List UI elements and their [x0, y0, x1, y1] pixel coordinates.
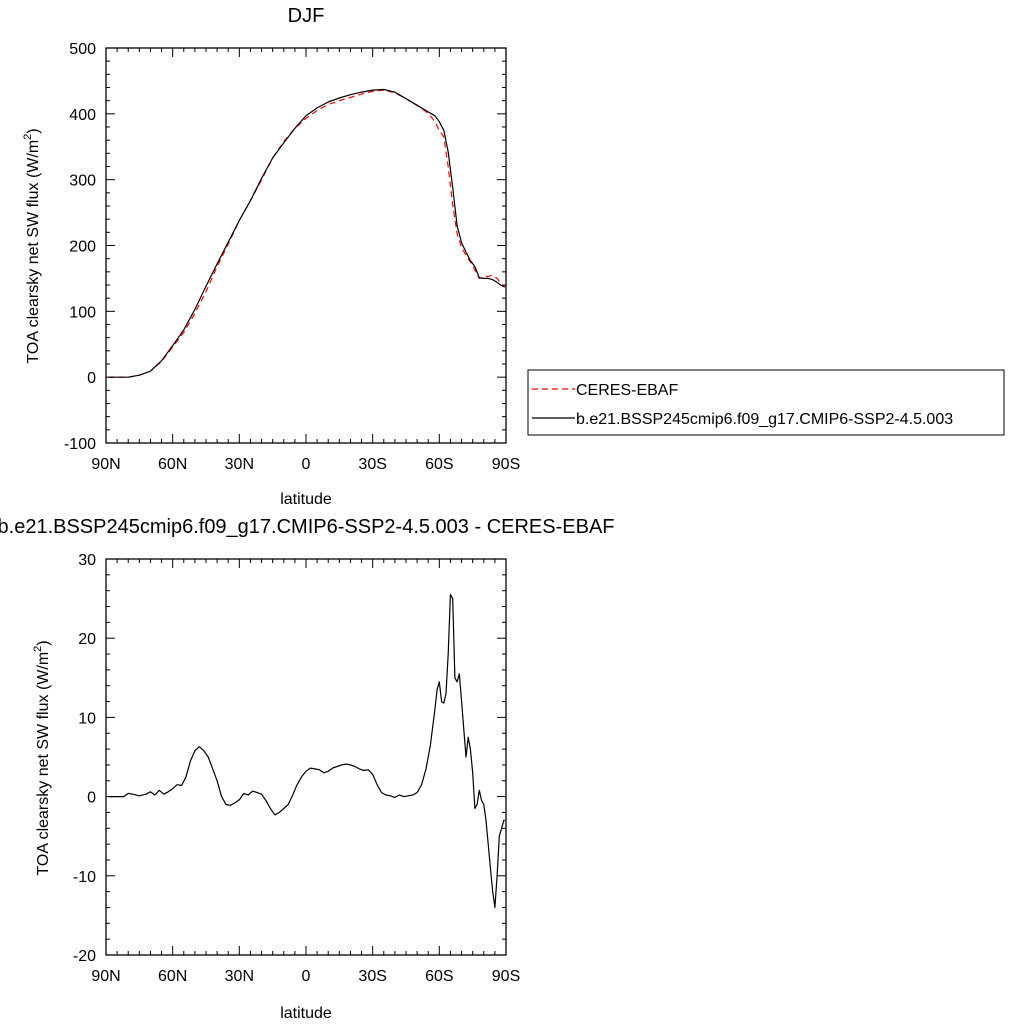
legend-label-ceres: CERES-EBAF — [576, 382, 678, 399]
top-xtick-label: 60S — [425, 456, 453, 473]
top-series-line-1 — [108, 88, 506, 378]
bottom-xtick-label: 60N — [158, 968, 187, 985]
bottom-chart-xlabel: latitude — [280, 1005, 332, 1022]
bottom-xtick-label: 30S — [358, 968, 386, 985]
top-plot-frame — [105, 47, 507, 444]
top-xtick-label: 90S — [492, 456, 520, 473]
top-xtick-label: 30N — [225, 456, 254, 473]
top-plot-area: 90N 60N 30N 0 30S 60S 90S -100 0 100 200 300 400 500 — [64, 41, 520, 473]
bottom-ylabel-main: TOA clearsky net SW flux (W/m — [35, 652, 52, 876]
bottom-ylabel-sup: 2 — [32, 646, 44, 652]
bottom-ytick-label: -10 — [73, 869, 96, 886]
bottom-plot-area: 90N 60N 30N 0 30S 60S 90S -20 -10 0 10 20 30 — [73, 552, 520, 985]
top-xtick-label: 0 — [302, 456, 311, 473]
bottom-xtick-label: 0 — [302, 968, 311, 985]
top-series-line-0 — [108, 89, 506, 378]
legend-label-model: b.e21.BSSP245cmip6.f09_g17.CMIP6-SSP2-4.… — [576, 411, 953, 428]
top-ytick-label: 400 — [69, 107, 96, 124]
svg-text:TOA clearsky net SW flux (W/m2: TOA clearsky net SW flux (W/m2) — [22, 128, 42, 363]
bottom-ytick-label: 0 — [87, 790, 96, 807]
top-xtick-label: 60N — [158, 456, 187, 473]
top-ylabel-close: ) — [25, 128, 42, 133]
top-xtick-label: 90N — [91, 456, 120, 473]
bottom-ytick-label: 10 — [78, 710, 96, 727]
bottom-chart-title: b.e21.BSSP245cmip6.f09_g17.CMIP6-SSP2-4.… — [0, 516, 614, 538]
top-ytick-label: 500 — [69, 41, 96, 58]
top-ytick-label: 200 — [69, 239, 96, 256]
top-chart-legend: CERES-EBAF b.e21.BSSP245cmip6.f09_g17.CM… — [527, 369, 1005, 436]
top-ytick-label: -100 — [64, 436, 96, 453]
top-ylabel-main: TOA clearsky net SW flux (W/m — [25, 140, 42, 364]
bottom-xtick-label: 60S — [425, 968, 453, 985]
bottom-ytick-label: 30 — [78, 552, 96, 569]
bottom-chart: b.e21.BSSP245cmip6.f09_g17.CMIP6-SSP2-4.… — [0, 516, 614, 1022]
bottom-xtick-label: 30N — [225, 968, 254, 985]
bottom-xtick-label: 90N — [91, 968, 120, 985]
top-ytick-label: 100 — [69, 304, 96, 321]
top-chart-xlabel: latitude — [280, 491, 332, 508]
bottom-ylabel-close: ) — [35, 640, 52, 645]
bottom-plot-frame — [105, 558, 507, 956]
legend-box — [527, 369, 1005, 436]
top-ytick-label: 300 — [69, 173, 96, 190]
top-chart-ylabel: TOA clearsky net SW flux (W/m2) — [22, 128, 42, 363]
bottom-chart-ylabel: TOA clearsky net SW flux (W/m2) — [32, 640, 52, 875]
bottom-xtick-label: 90S — [492, 968, 520, 985]
top-chart-title: DJF — [288, 5, 325, 27]
top-ylabel-sup: 2 — [22, 134, 34, 140]
svg-text:TOA clearsky net SW flux (W/m2: TOA clearsky net SW flux (W/m2) — [32, 640, 52, 875]
bottom-series-line-0 — [108, 593, 505, 909]
bottom-ytick-label: -20 — [73, 948, 96, 965]
top-xtick-label: 30S — [358, 456, 386, 473]
top-ytick-label: 0 — [87, 370, 96, 387]
top-chart: DJF TOA clearsky net SW flux (W/m2) lati… — [22, 5, 1005, 508]
bottom-ytick-label: 20 — [78, 631, 96, 648]
